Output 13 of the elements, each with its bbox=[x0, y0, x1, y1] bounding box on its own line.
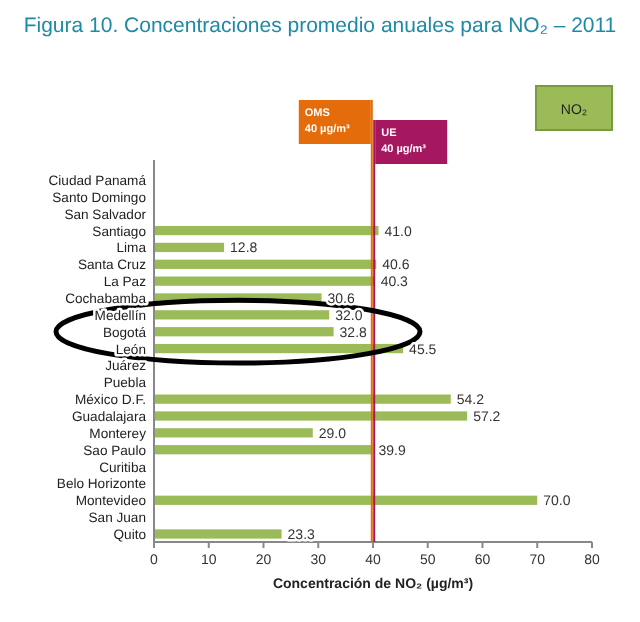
bar bbox=[154, 411, 468, 421]
bar bbox=[154, 276, 375, 286]
bar bbox=[154, 225, 379, 236]
bar bbox=[154, 529, 282, 539]
bar bbox=[154, 495, 538, 505]
bar bbox=[154, 428, 313, 438]
bar bbox=[154, 327, 334, 337]
chart-title: Figura 10. Concentraciones promedio anuales para NO₂ – 2011 bbox=[23, 14, 617, 38]
bar bbox=[154, 259, 377, 269]
bar bbox=[154, 310, 330, 320]
bar bbox=[154, 242, 225, 253]
bar bbox=[154, 445, 373, 455]
bar bbox=[154, 394, 451, 404]
